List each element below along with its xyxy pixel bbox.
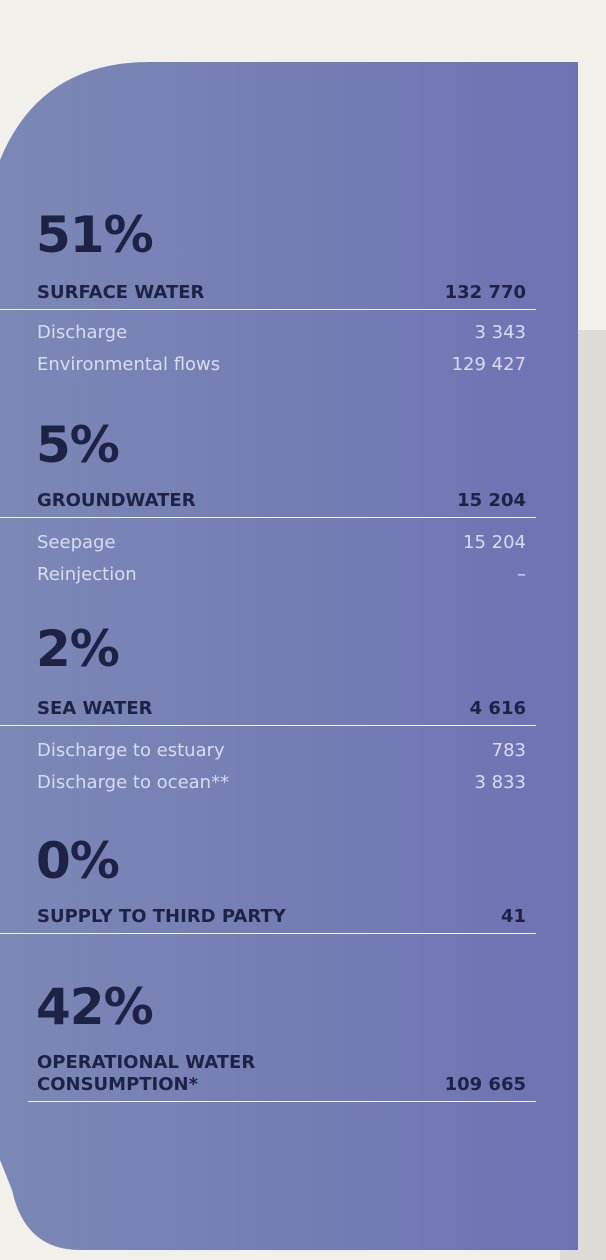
item-value: – [517, 564, 526, 586]
divider [0, 725, 536, 726]
percent: 5% [36, 420, 119, 470]
item-label: Reinjection [37, 564, 137, 586]
section-title: OPERATIONAL WATER [37, 1052, 255, 1074]
item-label: Seepage [37, 532, 116, 554]
section-total: 15 204 [457, 490, 526, 512]
item-label: Discharge to estuary [37, 740, 225, 762]
section-title: GROUNDWATER [37, 490, 196, 512]
section-title: SURFACE WATER [37, 282, 204, 304]
item-value: 3 833 [474, 772, 526, 794]
section-title: SUPPLY TO THIRD PARTY [37, 906, 286, 928]
divider [28, 1101, 536, 1102]
page: {"sections": [ {"percent": "51%", "title… [0, 0, 606, 1260]
item-label: Discharge [37, 322, 127, 344]
percent: 42% [36, 982, 153, 1032]
section-title: CONSUMPTION* [37, 1074, 198, 1096]
section-title: SEA WATER [37, 698, 152, 720]
percent: 2% [36, 624, 119, 674]
percent: 0% [36, 836, 119, 886]
item-value: 3 343 [474, 322, 526, 344]
percent: 51% [36, 210, 153, 260]
section-total: 4 616 [470, 698, 526, 720]
divider [0, 309, 536, 310]
section-total: 132 770 [445, 282, 526, 304]
section-total: 41 [501, 906, 526, 928]
divider [0, 517, 536, 518]
item-value: 15 204 [463, 532, 526, 554]
section-total: 109 665 [445, 1074, 526, 1096]
divider [0, 933, 536, 934]
item-label: Discharge to ocean** [37, 772, 229, 794]
item-label: Environmental flows [37, 354, 220, 376]
item-value: 129 427 [452, 354, 526, 376]
item-value: 783 [492, 740, 526, 762]
